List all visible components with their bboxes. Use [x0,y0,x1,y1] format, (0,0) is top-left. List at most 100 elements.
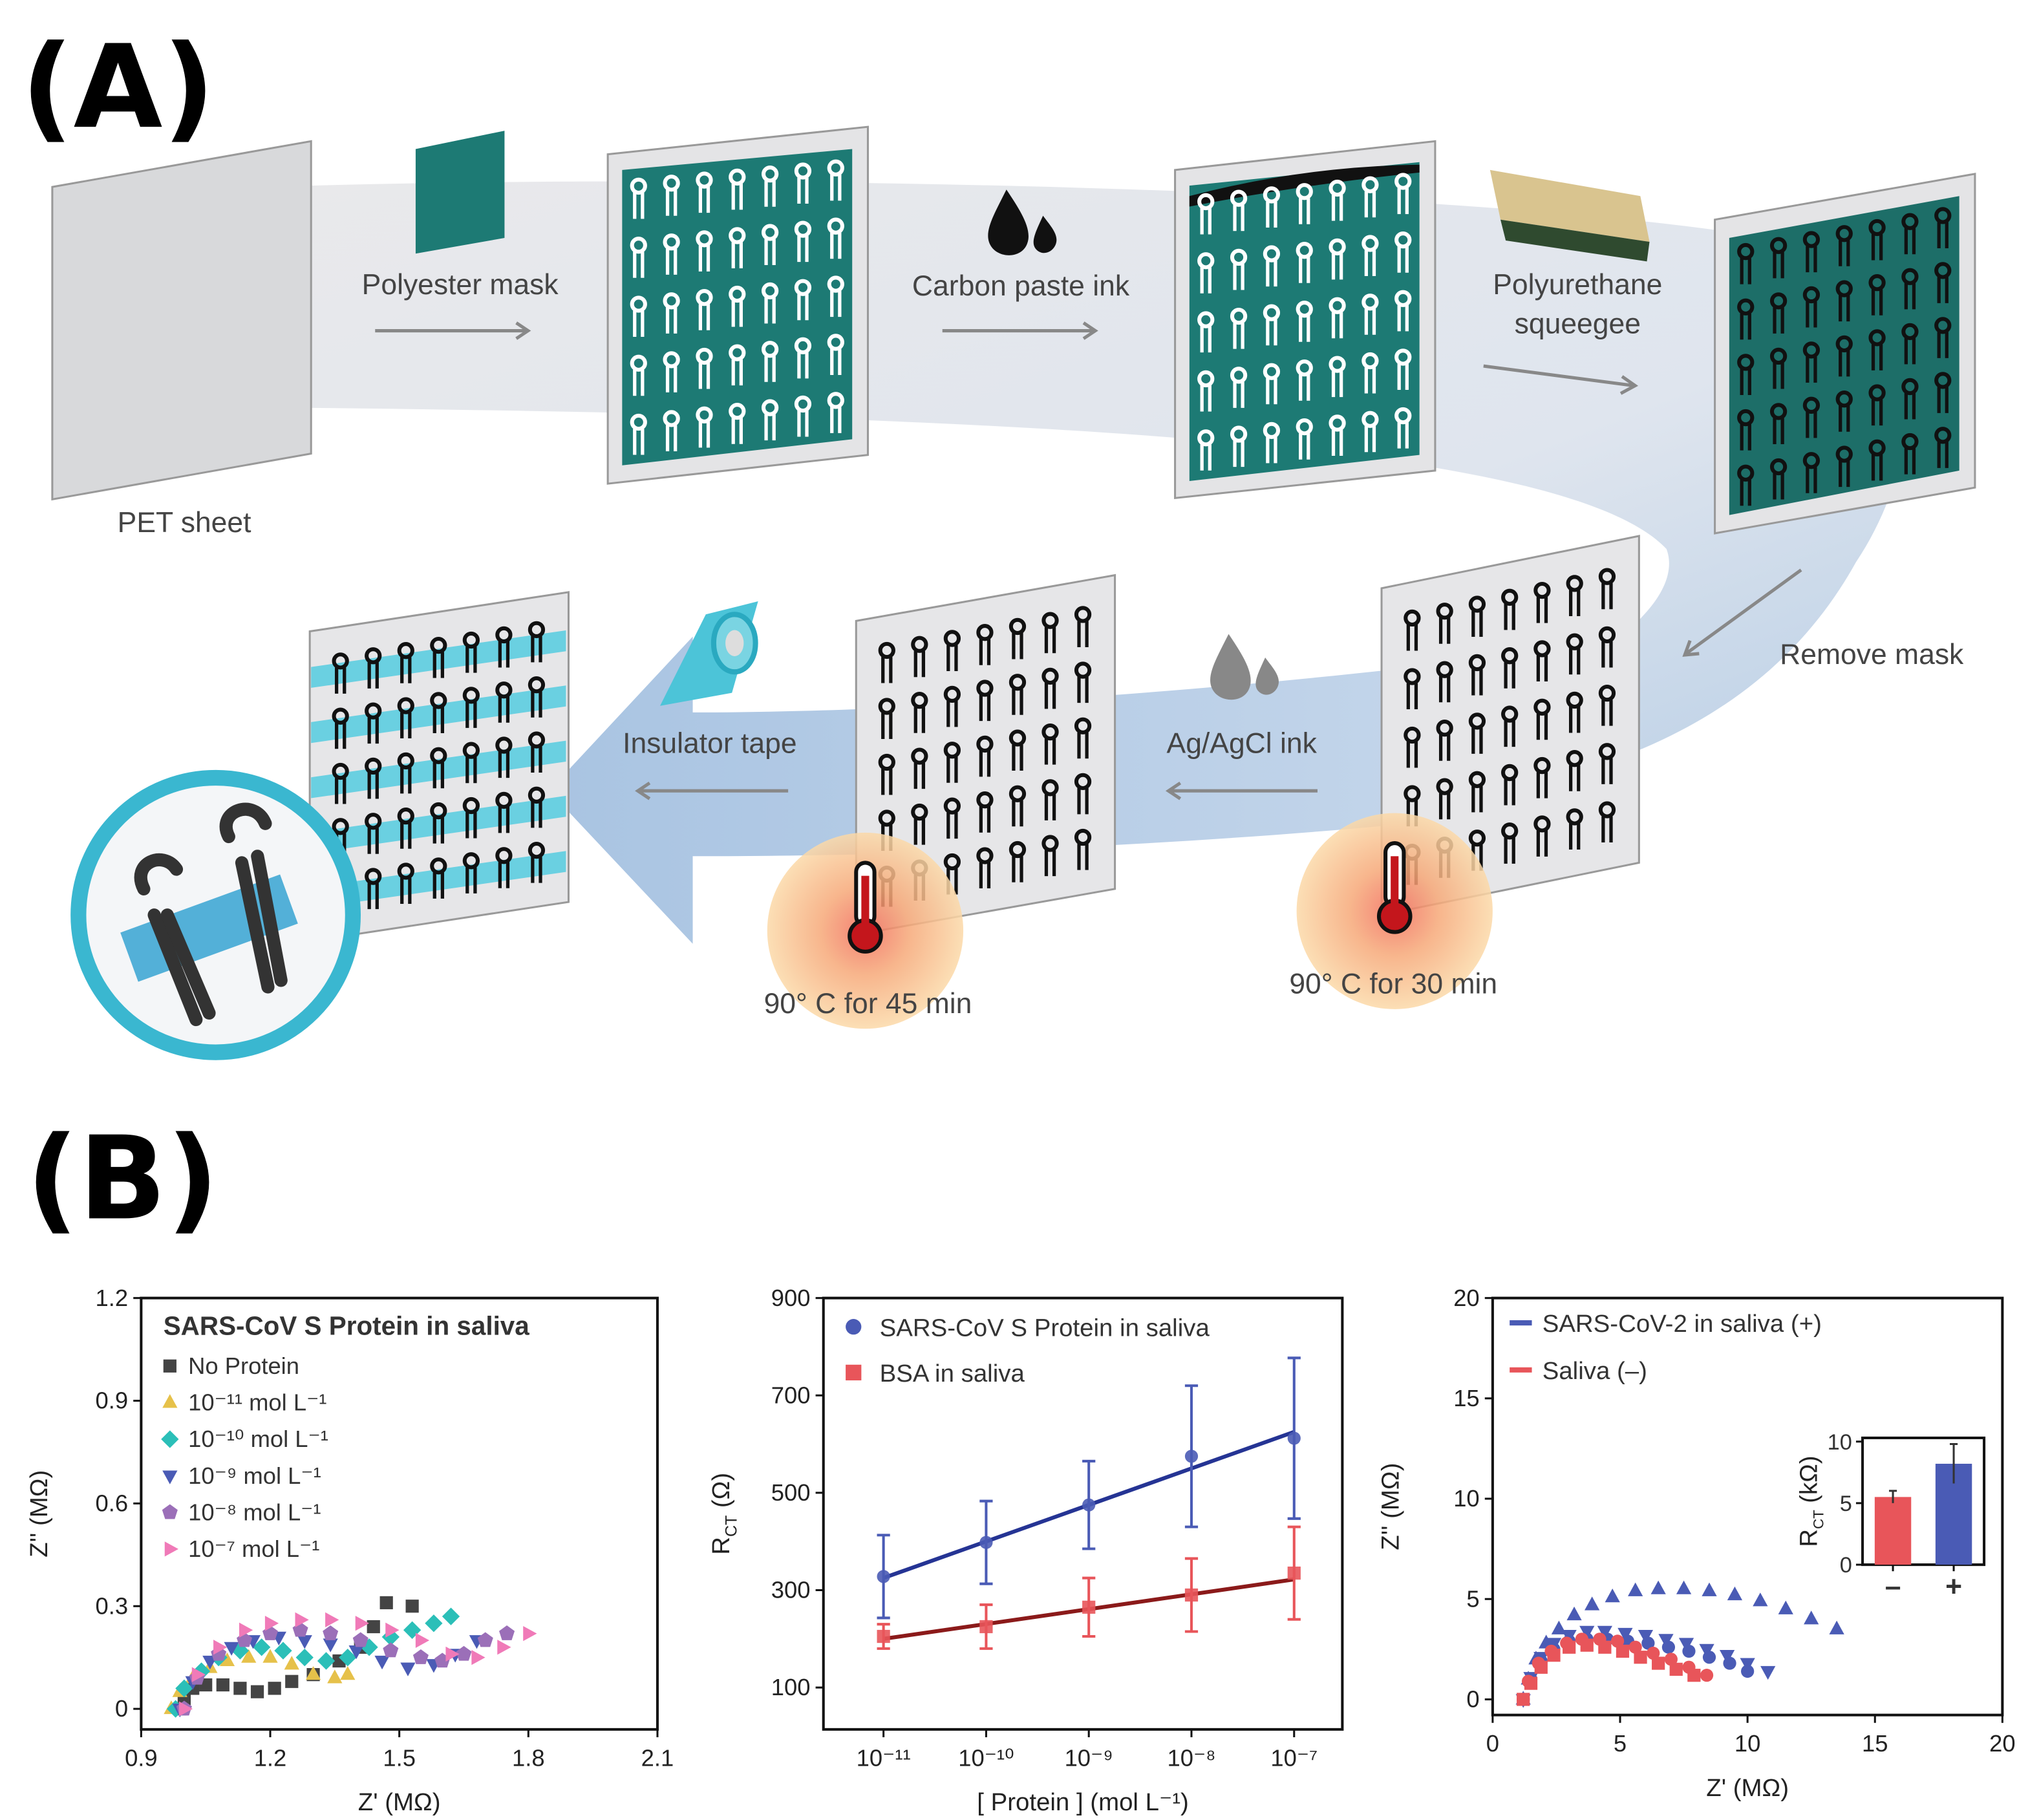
electrode-leads [465,647,477,673]
electrode-head [397,808,414,825]
electrode-head [1868,219,1886,237]
electrode-head [943,853,961,871]
electrode-head [761,166,779,183]
x-tick-label: + [1945,1571,1962,1603]
electrode-leads [1904,337,1916,365]
electrode-leads [1536,597,1548,623]
data-point [1082,1600,1096,1614]
step-label: PET sheet [118,507,251,539]
plot-frame [822,1296,1344,1731]
electrode-leads [1299,433,1310,460]
electrode-head [1934,207,1952,224]
electrode-leads [1077,676,1089,703]
electrode-leads [1012,744,1023,771]
electrode-head [827,334,844,351]
data-point [1605,1588,1620,1603]
electrode-leads [498,862,510,888]
x-tick-label: 0.9 [125,1744,158,1771]
electrode-leads [830,290,842,317]
electrode-head [827,392,844,409]
electrode-leads [1044,626,1056,654]
data-point [979,1536,993,1549]
electrode-head [663,233,680,251]
data-point [178,1701,193,1717]
data-point [317,1652,336,1670]
electrode-leads [400,712,412,739]
electrode-leads [1601,641,1613,668]
data-point [1829,1620,1844,1634]
y-axis-label: Z'' (MΩ) [25,1470,53,1558]
data-point [285,1675,299,1688]
electrode-leads [1077,844,1089,870]
electrode-head [1868,274,1886,292]
electrode-head [1566,808,1583,826]
electrode-leads [1806,356,1817,383]
electrode-head [528,676,546,694]
electrode-head [630,177,647,195]
electrode-head [1501,588,1519,606]
electrode-head [1566,633,1583,650]
data-point [295,1612,309,1628]
data-point [412,1649,429,1664]
data-point [1616,1644,1630,1658]
data-point [1287,1431,1301,1445]
data-point [1652,1656,1665,1670]
electrode-leads [665,189,678,216]
electrode-leads [1504,837,1515,864]
electrode-leads [1364,367,1376,394]
electrode-leads [665,366,678,392]
electrode-head [528,841,546,859]
electrode-head [1737,464,1755,482]
electrode-head [729,285,746,303]
electrode-leads [1299,316,1310,342]
legend-label: 10⁻¹⁰ mol L⁻¹ [188,1426,328,1452]
electrode-head [1769,458,1788,476]
electrode-head [528,731,546,749]
electrode-head [462,852,480,870]
electrode-head [1197,370,1215,388]
electrode-head [761,399,779,416]
x-tick-label: 5 [1614,1730,1627,1757]
legend-label: 10⁻⁹ mol L⁻¹ [188,1462,321,1489]
y-tick-label: 15 [1453,1385,1479,1411]
electrode-head [911,747,928,765]
electrode-leads [1937,442,1948,468]
electrode-leads [881,712,893,740]
electrode-leads [1937,332,1948,358]
electrode-head [1074,773,1092,791]
electrode-head [1009,729,1027,747]
electrode-leads [1740,369,1751,395]
electrode-leads [1839,350,1850,377]
electrode-leads [1266,201,1277,228]
electrode-leads [1266,260,1277,287]
data-point [1702,1651,1716,1664]
electrode-head [1404,726,1421,744]
bar [1874,1497,1912,1565]
electrode-head [1835,280,1853,297]
electrode-leads [731,242,743,268]
electrode-leads [1740,258,1751,284]
step-label: 90° C for 45 min [764,988,972,1020]
electrode-leads [1266,378,1277,405]
electrode-leads [1536,655,1548,681]
data-point [1647,1646,1660,1660]
electrode-leads [334,667,347,694]
electrode-head [1737,409,1755,427]
data-point [477,1632,493,1647]
x-tick-label: 10⁻⁷ [1270,1744,1318,1771]
legend-label: 10⁻⁸ mol L⁻¹ [188,1499,321,1525]
agcl-drops [1210,634,1279,700]
electrode-leads [913,762,926,789]
electrode-head [1404,785,1421,802]
data-point [1661,1640,1676,1654]
electrode-head [696,347,713,365]
panel-label: (B) [26,1111,219,1245]
electrode-head [794,337,812,354]
electrode-leads [1937,387,1948,413]
electrode-head [1361,411,1379,428]
electrode-head [696,171,713,189]
electrode-head [1404,609,1421,627]
legend-label: No Protein [188,1353,299,1379]
electrode-head [761,282,779,300]
electrode-head [729,227,746,244]
